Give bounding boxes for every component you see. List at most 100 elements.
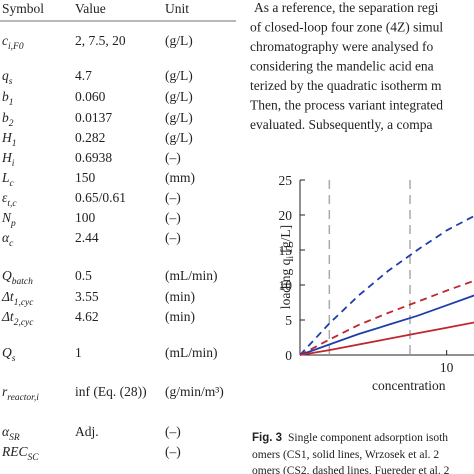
symbol-main: L bbox=[1, 170, 10, 185]
table-header: Symbol bbox=[2, 1, 44, 16]
symbol: Qbatch bbox=[2, 268, 33, 287]
y-label-main: loading q bbox=[278, 258, 293, 309]
series-line bbox=[299, 321, 474, 356]
value: 3.55 bbox=[75, 289, 99, 304]
y-tick-label: 0 bbox=[285, 348, 292, 363]
symbol-main: c bbox=[2, 33, 8, 48]
symbol-main: α bbox=[2, 230, 10, 245]
value: 0.65/0.61 bbox=[75, 190, 126, 205]
caption-line: omers (CS1, solid lines, Wrzosek et al. … bbox=[252, 449, 439, 461]
symbol: Lc bbox=[1, 170, 15, 189]
unit: (g/L) bbox=[165, 110, 193, 125]
caption-line: omers (CS2, dashed lines, Fuereder et al… bbox=[252, 465, 450, 474]
symbol-main: Q bbox=[2, 345, 12, 360]
symbol-sub: i bbox=[12, 159, 15, 169]
y-axis-label: loading qi [g/L] bbox=[278, 225, 296, 309]
symbol-sub: t,c bbox=[7, 199, 17, 209]
symbol-sub: i,F0 bbox=[8, 42, 24, 52]
symbol-main: α bbox=[2, 424, 10, 439]
value: 4.7 bbox=[75, 68, 92, 83]
value: Adj. bbox=[75, 424, 99, 439]
y-tick-label: 25 bbox=[279, 173, 293, 188]
symbol: Np bbox=[1, 210, 16, 229]
value: inf (Eq. (28)) bbox=[75, 384, 147, 399]
symbol-sub: 2 bbox=[9, 119, 14, 129]
body-text: As a reference, the separation regi of cl… bbox=[250, 0, 443, 132]
series-line bbox=[299, 294, 474, 356]
value: 0.282 bbox=[75, 130, 105, 145]
symbol-sub: SR bbox=[9, 433, 20, 443]
text-line: chromatography were analysed fo bbox=[250, 39, 434, 54]
unit: (–) bbox=[165, 210, 181, 225]
value: 1 bbox=[75, 345, 82, 360]
symbol: b2 bbox=[2, 110, 14, 129]
symbol-sub: 1 bbox=[9, 98, 14, 108]
y-label-unit: [g/L] bbox=[278, 225, 293, 256]
unit: (min) bbox=[165, 309, 195, 324]
symbol: qs bbox=[2, 68, 13, 87]
y-tick-label: 15 bbox=[279, 243, 293, 258]
symbol: H1 bbox=[1, 130, 17, 149]
symbol-main: Q bbox=[2, 268, 12, 283]
symbol: Hi bbox=[1, 150, 15, 169]
symbol-main: q bbox=[2, 68, 9, 83]
series-line bbox=[299, 279, 474, 356]
value: 2, 7.5, 20 bbox=[75, 33, 126, 48]
symbol: αc bbox=[2, 230, 14, 249]
symbol-sub: 1 bbox=[12, 139, 17, 149]
value: 0.060 bbox=[75, 89, 106, 104]
text-line: terized by the quadratic isotherm m bbox=[250, 78, 442, 93]
unit: (mL/min) bbox=[165, 268, 218, 283]
unit: (–) bbox=[165, 444, 181, 459]
symbol-main: r bbox=[2, 384, 8, 399]
text-line: of closed-loop four zone (4Z) simul bbox=[250, 20, 443, 35]
symbol-main: Δt bbox=[1, 289, 15, 304]
symbol-main: b bbox=[2, 89, 9, 104]
y-label-sub: i bbox=[286, 256, 296, 259]
x-axis-label: concentration bbox=[372, 378, 446, 393]
value: 100 bbox=[75, 210, 96, 225]
unit: (g/L) bbox=[165, 68, 193, 83]
figure-caption: Fig. 3 Single component adsorption isoth o… bbox=[252, 432, 450, 474]
symbol: b1 bbox=[2, 89, 14, 108]
unit: (–) bbox=[165, 150, 181, 165]
caption-label: Fig. 3 bbox=[252, 432, 282, 444]
symbol-sub: batch bbox=[12, 277, 33, 287]
symbol-sub: SC bbox=[28, 453, 40, 463]
symbol-sub: reactor,i bbox=[7, 393, 39, 403]
unit: (g/L) bbox=[165, 130, 193, 145]
series-line bbox=[299, 215, 474, 356]
unit: (–) bbox=[165, 424, 181, 439]
y-tick-label: 20 bbox=[279, 208, 293, 223]
symbol-main: REC bbox=[1, 444, 28, 459]
table-header: Value bbox=[75, 1, 106, 16]
symbol: RECSC bbox=[1, 444, 39, 463]
caption-text: Single component adsorption isoth bbox=[288, 432, 448, 444]
symbol: ci,F0 bbox=[2, 33, 24, 52]
symbol-main: H bbox=[1, 150, 13, 165]
unit: (mL/min) bbox=[165, 345, 218, 360]
unit: (min) bbox=[165, 289, 195, 304]
symbol: Δt1,cyc bbox=[1, 289, 34, 308]
symbol-sub: c bbox=[9, 239, 14, 249]
symbol-sub: 2,cyc bbox=[14, 318, 35, 328]
value: 4.62 bbox=[75, 309, 99, 324]
unit: (–) bbox=[165, 230, 181, 245]
unit: (g/L) bbox=[165, 89, 193, 104]
symbol-sub: s bbox=[9, 77, 13, 87]
symbol-main: ε bbox=[2, 190, 8, 205]
symbol: Δt2,cyc bbox=[1, 309, 34, 328]
symbol: rreactor,i bbox=[2, 384, 39, 403]
value: 0.0137 bbox=[75, 110, 112, 125]
symbol: εt,c bbox=[2, 190, 17, 209]
text-line: Then, the process variant integrated bbox=[250, 98, 443, 113]
symbol-sub: s bbox=[12, 354, 16, 364]
symbol-main: H bbox=[1, 130, 13, 145]
caption-line: Fig. 3 Single component adsorption isoth bbox=[252, 432, 448, 444]
text-line: As a reference, the separation regi bbox=[254, 0, 439, 15]
symbol-main: Δt bbox=[1, 309, 15, 324]
unit: (–) bbox=[165, 190, 181, 205]
